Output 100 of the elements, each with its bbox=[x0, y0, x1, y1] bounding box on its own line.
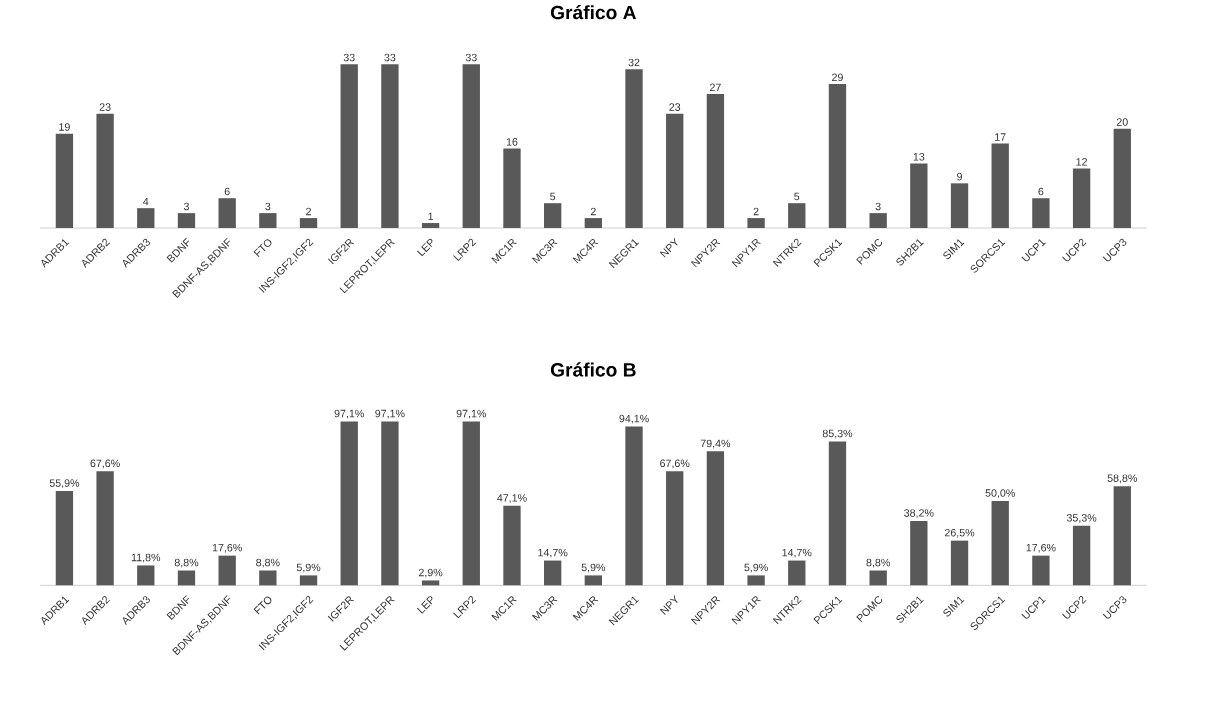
bar bbox=[991, 501, 1009, 586]
bar bbox=[462, 64, 480, 229]
bar bbox=[950, 540, 969, 586]
data-label: 50,0% bbox=[985, 489, 1015, 499]
bar bbox=[1032, 198, 1050, 229]
bar bbox=[1072, 168, 1091, 229]
data-label: 26,5% bbox=[944, 529, 975, 538]
bar bbox=[299, 575, 318, 586]
bar bbox=[828, 441, 847, 586]
bar bbox=[218, 555, 236, 586]
data-label: 17,6% bbox=[1026, 544, 1056, 553]
x-tick-label: LEP bbox=[416, 238, 433, 257]
data-label: 5,9% bbox=[744, 563, 768, 573]
data-label: 33 bbox=[465, 53, 477, 62]
bar bbox=[96, 471, 114, 586]
bar bbox=[543, 560, 562, 586]
bar bbox=[259, 570, 277, 586]
bar bbox=[666, 471, 684, 586]
data-label: 29 bbox=[832, 73, 843, 82]
bar bbox=[421, 223, 440, 229]
data-label: 85,3% bbox=[822, 429, 853, 439]
data-label: 17 bbox=[995, 133, 1006, 141]
bar bbox=[828, 84, 847, 229]
bar bbox=[503, 148, 521, 229]
data-label: 8,8% bbox=[174, 558, 199, 568]
bar bbox=[259, 213, 277, 229]
bar bbox=[625, 69, 643, 229]
bar bbox=[177, 570, 196, 586]
bar bbox=[991, 143, 1009, 229]
bar bbox=[706, 94, 725, 229]
data-label: 5,9% bbox=[296, 563, 321, 573]
bar bbox=[137, 565, 155, 586]
data-label: 14,7% bbox=[782, 549, 812, 558]
bar bbox=[340, 64, 358, 229]
data-label: 97,1% bbox=[456, 409, 487, 419]
x-tick-label: LEP bbox=[416, 596, 433, 614]
data-label: 97,1% bbox=[334, 409, 364, 419]
bar bbox=[503, 506, 521, 586]
bar bbox=[421, 580, 440, 586]
data-label: 6 bbox=[1038, 187, 1044, 196]
data-label: 14,7% bbox=[538, 549, 568, 558]
data-label: 33 bbox=[343, 53, 355, 62]
bar bbox=[625, 426, 643, 586]
data-label: 13 bbox=[913, 153, 925, 161]
bar bbox=[910, 163, 928, 229]
bar bbox=[1072, 525, 1091, 586]
data-label: 33 bbox=[384, 53, 396, 62]
bar bbox=[299, 218, 318, 229]
data-label: 20 bbox=[1116, 118, 1128, 126]
data-label: 2 bbox=[753, 207, 759, 216]
data-label: 32 bbox=[628, 58, 640, 67]
data-label: 2,9% bbox=[418, 568, 443, 578]
data-label: 23 bbox=[99, 103, 111, 112]
bar bbox=[218, 198, 236, 229]
data-label: 17,6% bbox=[212, 544, 242, 553]
bar bbox=[747, 218, 765, 229]
data-label: 1 bbox=[428, 212, 434, 221]
bar bbox=[137, 208, 155, 229]
bar bbox=[462, 421, 480, 586]
data-label: 3 bbox=[875, 202, 881, 211]
data-label: 11,8% bbox=[131, 553, 161, 563]
data-label: 9 bbox=[957, 173, 962, 181]
data-label: 94,1% bbox=[619, 414, 649, 424]
data-label: 4 bbox=[143, 198, 149, 206]
bar bbox=[96, 113, 114, 229]
data-label: 5 bbox=[794, 192, 800, 201]
data-label: 3 bbox=[265, 202, 271, 211]
bar bbox=[869, 570, 887, 586]
chart-title: Gráfico B bbox=[550, 362, 636, 377]
bar bbox=[55, 133, 74, 229]
data-label: 27 bbox=[710, 83, 721, 92]
data-label: 12 bbox=[1076, 158, 1087, 166]
bar bbox=[747, 575, 765, 586]
data-label: 2 bbox=[306, 207, 311, 216]
bar bbox=[55, 491, 74, 586]
data-label: 97,1% bbox=[375, 409, 405, 419]
data-label: 2 bbox=[590, 207, 596, 216]
data-label: 19 bbox=[59, 123, 70, 131]
bar bbox=[381, 64, 399, 229]
data-label: 16 bbox=[506, 138, 518, 146]
bar bbox=[340, 421, 358, 586]
data-label: 58,8% bbox=[1107, 474, 1137, 484]
data-label: 6 bbox=[224, 187, 230, 196]
data-label: 3 bbox=[183, 202, 189, 211]
data-label: 55,9% bbox=[49, 479, 80, 489]
data-label: 5 bbox=[550, 192, 556, 201]
bar bbox=[788, 203, 806, 229]
bar bbox=[543, 203, 562, 229]
data-label: 8,8% bbox=[866, 558, 890, 568]
bar bbox=[584, 218, 603, 229]
data-label: 38,2% bbox=[904, 509, 934, 519]
data-label: 5,9% bbox=[581, 563, 606, 573]
data-label: 8,8% bbox=[256, 558, 280, 568]
data-label: 79,4% bbox=[700, 439, 731, 449]
data-label: 35,3% bbox=[1066, 514, 1097, 523]
bar bbox=[1032, 555, 1050, 586]
bar bbox=[666, 113, 684, 229]
bar bbox=[869, 213, 887, 229]
data-label: 67,6% bbox=[90, 459, 120, 469]
bar bbox=[584, 575, 603, 586]
